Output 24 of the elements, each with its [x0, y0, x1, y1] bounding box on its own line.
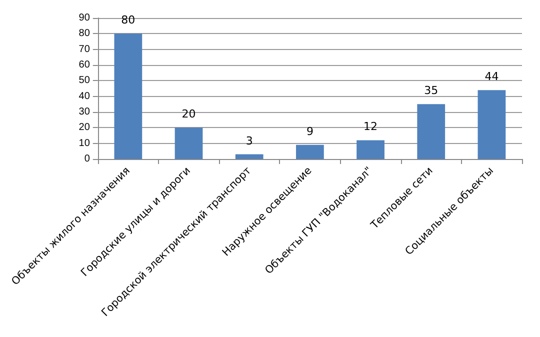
y-tick-label: 70 — [78, 44, 90, 55]
y-tick-label: 80 — [78, 28, 90, 40]
y-tick-label: 30 — [78, 106, 90, 118]
bar — [417, 104, 446, 159]
data-label: 3 — [246, 134, 253, 148]
y-tick-label: 20 — [78, 122, 90, 134]
y-tick-label: 90 — [78, 12, 90, 24]
data-label: 80 — [121, 14, 136, 27]
data-label: 35 — [424, 84, 438, 98]
bar — [478, 90, 506, 159]
data-label: 20 — [182, 108, 196, 121]
data-label: 44 — [484, 70, 499, 84]
y-tick-label: 40 — [78, 90, 90, 102]
y-tick-label: 10 — [78, 138, 90, 149]
y-tick-label: 60 — [78, 60, 90, 70]
bar — [296, 144, 324, 159]
data-label: 12 — [364, 120, 378, 134]
y-tick-label: 50 — [78, 75, 90, 86]
bar — [235, 154, 264, 159]
bar — [174, 128, 203, 159]
bar — [114, 34, 142, 159]
data-label: 9 — [306, 124, 314, 138]
y-tick-label: 0 — [84, 154, 90, 164]
bar — [356, 140, 384, 159]
